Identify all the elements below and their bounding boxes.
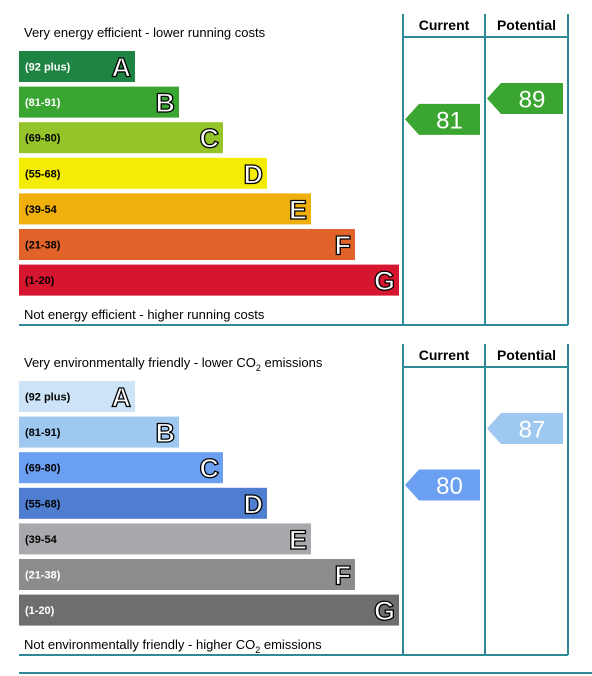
potential-rating-value: 87 <box>519 417 546 444</box>
band-b-range: (81-91) <box>25 427 61 439</box>
band-f-range: (21-38) <box>25 570 61 582</box>
band-b-range: (81-91) <box>25 97 61 109</box>
band-f-letter: F <box>335 231 352 261</box>
band-a-bar <box>19 51 135 82</box>
band-f-letter: F <box>335 561 352 591</box>
current-rating-value: 81 <box>436 107 463 134</box>
band-a-range: (92 plus) <box>25 62 71 74</box>
band-d-range: (55-68) <box>25 168 61 180</box>
top-caption-subscript: 2 <box>256 363 261 373</box>
band-a-letter: A <box>112 53 132 83</box>
bottom-caption-tail: emissions <box>260 637 322 652</box>
top-caption-text: Very energy efficient - lower running co… <box>24 25 266 40</box>
top-caption: Very environmentally friendly - lower CO… <box>24 355 323 373</box>
potential-rating-value: 89 <box>519 87 546 114</box>
band-b-letter: B <box>156 88 176 118</box>
bottom-caption-text: Not energy efficient - higher running co… <box>24 307 265 322</box>
band-d-range: (55-68) <box>25 498 61 510</box>
current-rating-arrow <box>405 103 480 135</box>
band-a-letter: A <box>112 383 132 413</box>
band-d-bar <box>19 157 267 189</box>
potential-rating-arrow <box>487 83 563 115</box>
bottom-caption-text: Not environmentally friendly - higher CO <box>24 637 255 652</box>
current-rating-arrow <box>405 469 480 501</box>
band-a-bar <box>19 381 135 412</box>
band-c-range: (69-80) <box>25 463 61 475</box>
top-caption-tail: emissions <box>261 355 323 370</box>
potential-column-header: Potential <box>497 347 556 363</box>
potential-column-header: Potential <box>497 17 556 33</box>
band-b-bar <box>19 416 179 448</box>
current-rating-value: 80 <box>436 473 463 500</box>
band-c-range: (69-80) <box>25 133 61 145</box>
energy-efficiency-chart: Current Potential Very energy efficient - … <box>19 14 569 326</box>
band-f-bar <box>19 229 355 260</box>
band-g-letter: G <box>374 596 395 626</box>
band-e-letter: E <box>289 195 307 225</box>
band-e-range: (39-54 <box>25 534 58 546</box>
band-c-bar <box>19 452 223 484</box>
band-c-bar <box>19 122 223 154</box>
potential-rating-arrow <box>487 413 563 445</box>
top-caption-text: Very environmentally friendly - lower CO <box>24 355 256 370</box>
band-e-bar <box>19 523 311 555</box>
band-e-range: (39-54 <box>25 204 58 216</box>
band-g-bar <box>19 264 399 296</box>
bottom-caption: Not environmentally friendly - higher CO… <box>24 637 322 655</box>
band-g-range: (1-20) <box>25 275 55 287</box>
bottom-caption-subscript: 2 <box>255 645 260 655</box>
top-caption: Very energy efficient - lower running co… <box>24 25 266 40</box>
band-g-bar <box>19 594 399 626</box>
current-column-header: Current <box>419 17 470 33</box>
band-e-bar <box>19 193 311 225</box>
band-f-range: (21-38) <box>25 240 61 252</box>
band-d-letter: D <box>244 159 264 189</box>
band-f-bar <box>19 559 355 590</box>
band-c-letter: C <box>200 124 220 154</box>
band-g-letter: G <box>374 266 395 296</box>
band-a-range: (92 plus) <box>25 392 71 404</box>
bottom-caption: Not energy efficient - higher running co… <box>24 307 265 322</box>
band-g-range: (1-20) <box>25 605 55 617</box>
band-d-letter: D <box>244 489 264 519</box>
band-b-bar <box>19 86 179 118</box>
current-column-header: Current <box>419 347 470 363</box>
band-e-letter: E <box>289 525 307 555</box>
band-b-letter: B <box>156 418 176 448</box>
band-c-letter: C <box>200 454 220 484</box>
environmental-impact-chart: Current Potential Very environmentally fri… <box>19 344 569 656</box>
band-d-bar <box>19 487 267 519</box>
